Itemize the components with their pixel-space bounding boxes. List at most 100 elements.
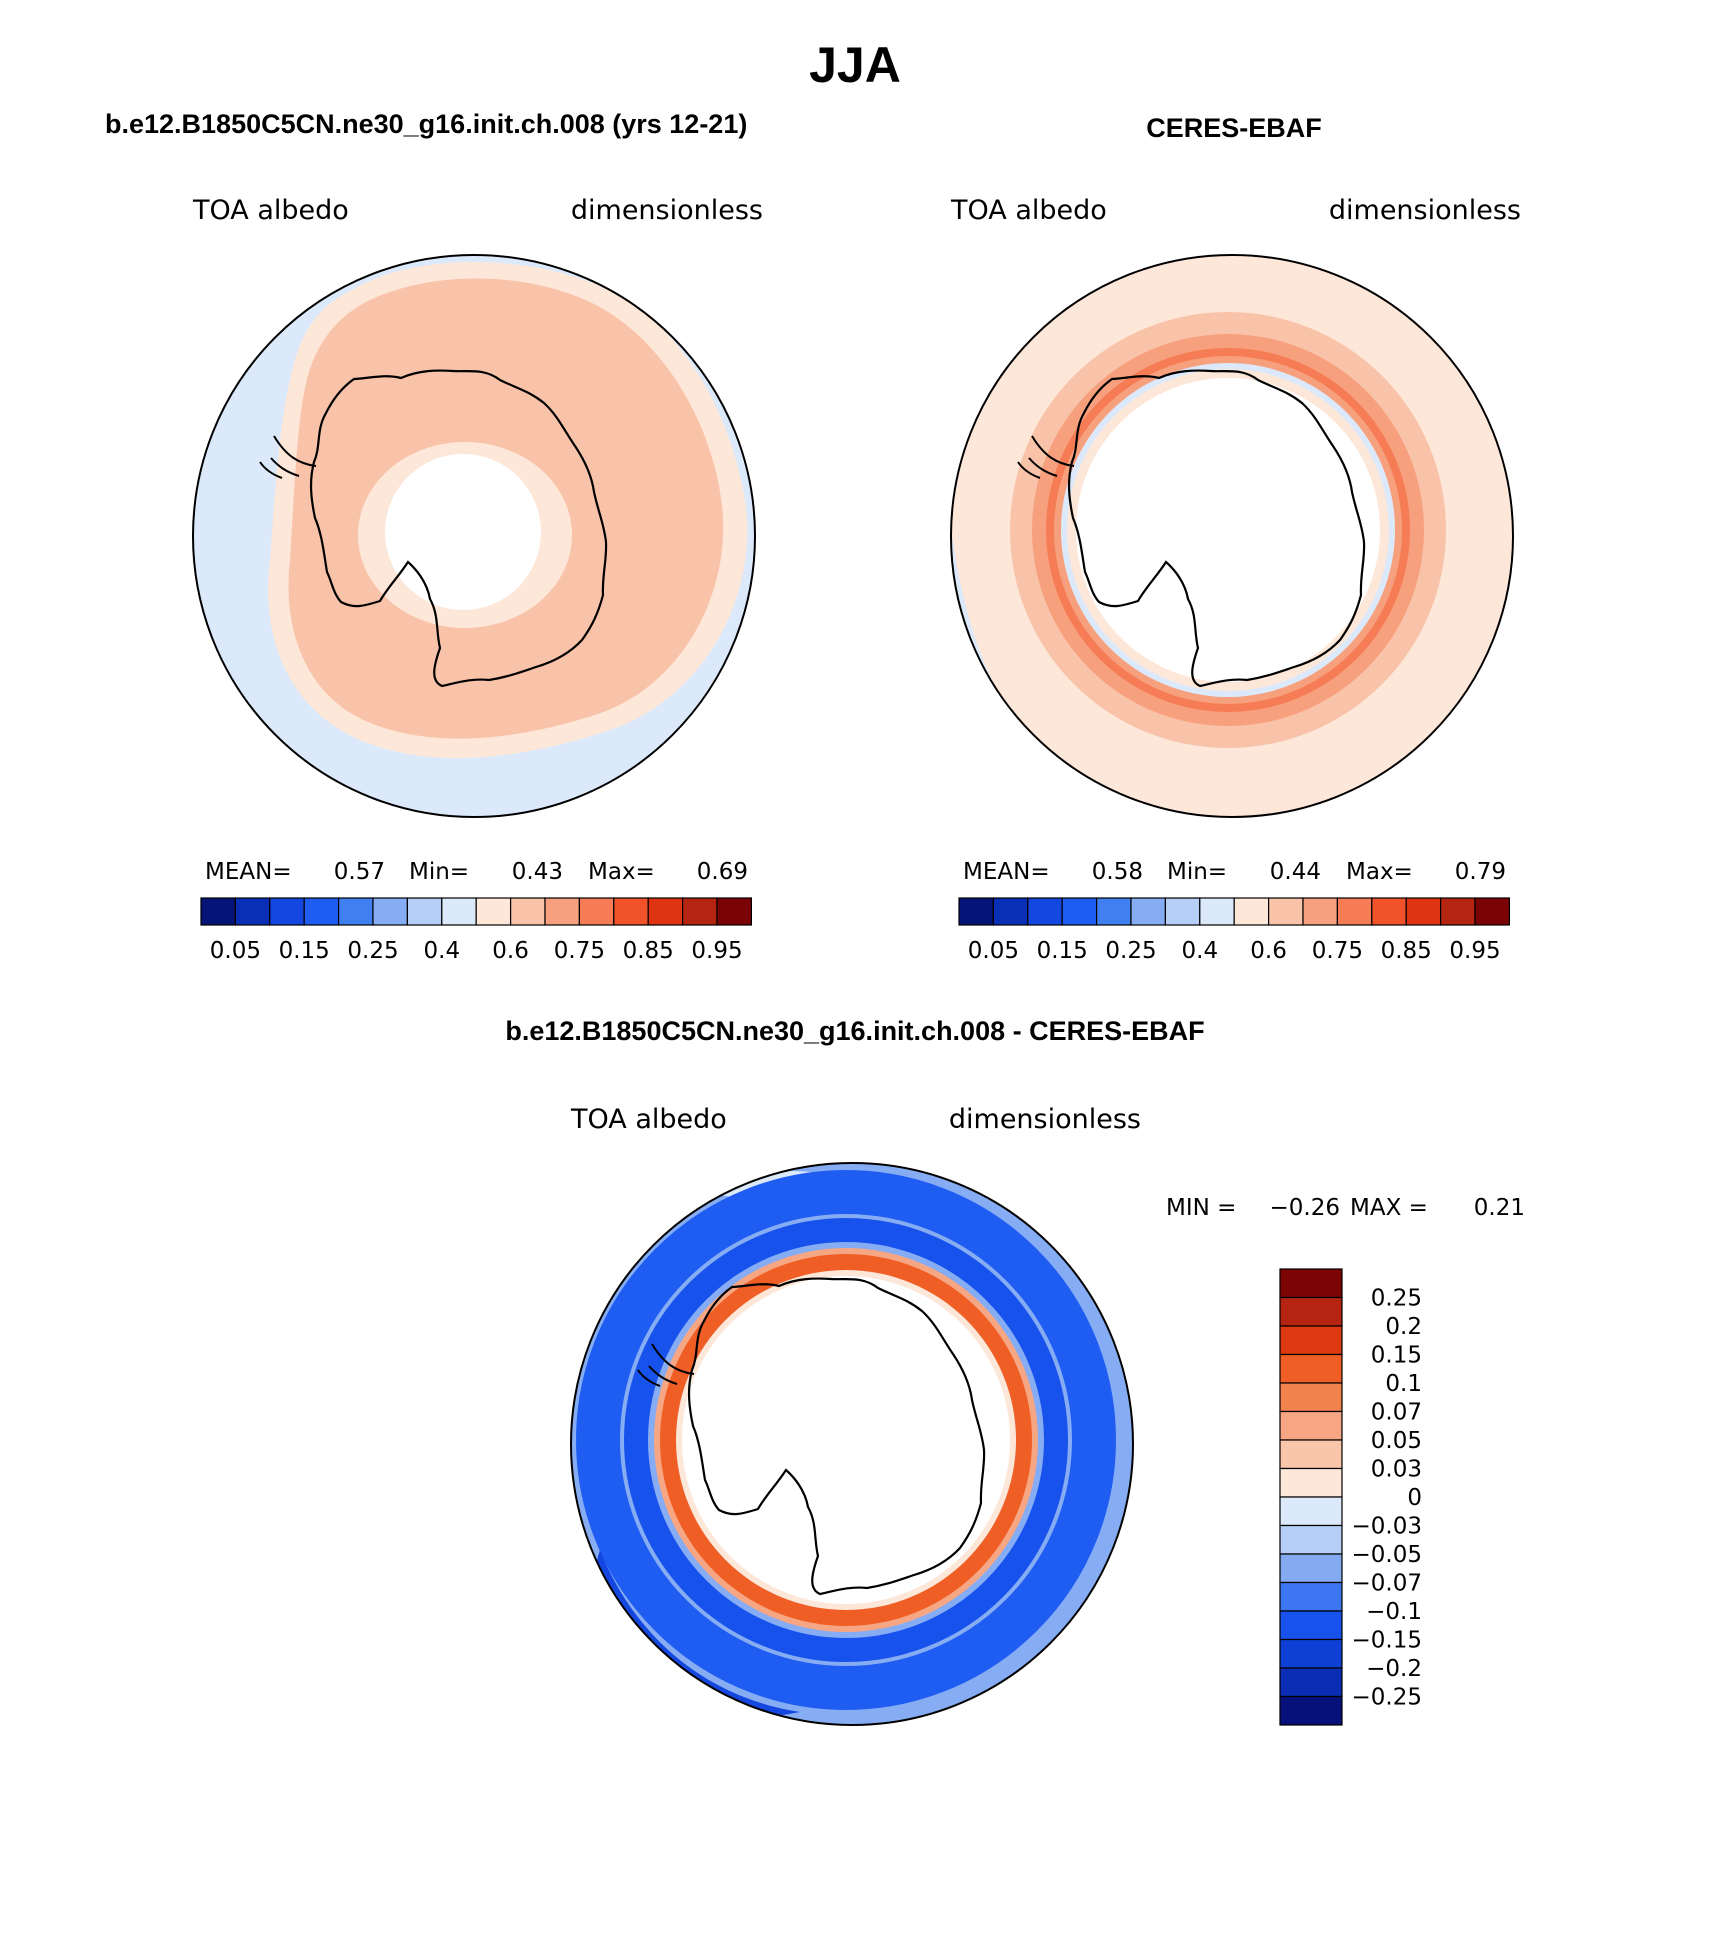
- obs-colorbar-box: [1267, 897, 1304, 926]
- diff-colorbar-box: [1279, 1496, 1343, 1527]
- obs-max-value: 0.79: [1455, 859, 1506, 885]
- model-colorbar-tick-label: 0.6: [492, 938, 529, 964]
- obs-colorbar-tick-label: 0.15: [1037, 938, 1088, 964]
- diff-colorbar-tick-label: −0.07: [1352, 1571, 1422, 1597]
- diff-colorbar-tick-label: −0.25: [1352, 1685, 1422, 1711]
- diff-colorbar-tick-label: 0.03: [1371, 1457, 1422, 1483]
- diff-colorbar-tick-label: −0.2: [1366, 1656, 1422, 1682]
- diff-colorbar-box: [1279, 1268, 1343, 1299]
- model-albedo-map: [193, 255, 755, 817]
- diff-min-label: MIN =: [1166, 1195, 1236, 1221]
- diff-colorbar-box: [1279, 1467, 1343, 1498]
- model-colorbar-box: [441, 897, 477, 926]
- model-panel: b.e12.B1850C5CN.ne30_g16.init.ch.008 (yr…: [105, 109, 763, 964]
- diff-colorbar-tick-label: −0.05: [1352, 1542, 1422, 1568]
- obs-colorbar-box: [1061, 897, 1098, 926]
- model-map-border: [192, 254, 756, 818]
- model-colorbar: 0.05 0.15 0.25 0.4 0.6 0.75 0.85 0.95: [200, 897, 753, 964]
- diff-colorbar-box: [1279, 1382, 1343, 1413]
- diff-max-value: 0.21: [1474, 1195, 1525, 1221]
- obs-albedo-map: [951, 255, 1513, 817]
- diff-colorbar-box: [1279, 1638, 1343, 1669]
- model-colorbar-box: [269, 897, 305, 926]
- obs-field-label: TOA albedo: [950, 195, 1107, 226]
- diff-colorbar-tick-label: 0.1: [1385, 1371, 1422, 1397]
- model-colorbar-tick-label: 0.05: [210, 938, 261, 964]
- obs-min-label: Min=: [1167, 859, 1227, 885]
- obs-colorbar-box: [1371, 897, 1407, 926]
- diff-colorbar-box: [1279, 1296, 1343, 1327]
- diff-colorbar-box: [1279, 1325, 1343, 1356]
- obs-mean-value: 0.58: [1092, 859, 1143, 885]
- model-colorbar-tick-label: 0.75: [554, 938, 605, 964]
- diff-min-value: −0.26: [1270, 1195, 1340, 1221]
- obs-colorbar-tick-label: 0.6: [1250, 938, 1287, 964]
- diff-colorbar-box: [1279, 1524, 1343, 1555]
- diff-albedo-map: [571, 1163, 1133, 1725]
- diff-colorbar-box: [1279, 1553, 1343, 1584]
- obs-colorbar-tick-label: 0.95: [1449, 938, 1500, 964]
- model-colorbar-tick-label: 0.4: [424, 938, 461, 964]
- diff-colorbar-tick-label: −0.15: [1352, 1628, 1422, 1654]
- diff-colorbar-box: [1279, 1581, 1343, 1612]
- model-colorbar-box: [681, 897, 718, 926]
- obs-colorbar: 0.05 0.15 0.25 0.4 0.6 0.75 0.85 0.95: [958, 897, 1511, 964]
- diff-units-label: dimensionless: [949, 1104, 1141, 1135]
- obs-map-border: [950, 254, 1514, 818]
- model-colorbar-box: [647, 897, 684, 926]
- diff-colorbar-tick-label: 0.07: [1371, 1400, 1422, 1426]
- model-colorbar-box: [200, 897, 237, 926]
- map-missing-interior: [682, 1276, 1010, 1604]
- diff-colorbar-tick-label: 0.2: [1385, 1314, 1422, 1340]
- model-colorbar-box: [234, 897, 271, 926]
- obs-colorbar-box: [1027, 897, 1063, 926]
- diff-colorbar-tick-label: 0.05: [1371, 1428, 1422, 1454]
- map-missing-interior: [1076, 378, 1380, 682]
- obs-colorbar-box: [958, 897, 995, 926]
- map-band-mid: [624, 1218, 1068, 1662]
- model-field-label: TOA albedo: [192, 195, 349, 226]
- obs-colorbar-box: [1302, 897, 1339, 926]
- diff-max-label: MAX =: [1350, 1195, 1428, 1221]
- diff-panel-title: b.e12.B1850C5CN.ne30_g16.init.ch.008 - C…: [505, 1016, 1204, 1046]
- diff-colorbar-box: [1279, 1695, 1343, 1726]
- obs-mean-label: MEAN=: [963, 859, 1050, 885]
- obs-colorbar-tick-label: 0.25: [1105, 938, 1156, 964]
- diff-colorbar-box: [1279, 1667, 1343, 1698]
- diff-colorbar-box: [1279, 1439, 1343, 1470]
- model-colorbar-tick-label: 0.25: [347, 938, 398, 964]
- obs-colorbar-box: [1474, 897, 1511, 926]
- obs-colorbar-tick-label: 0.4: [1182, 938, 1219, 964]
- diff-colorbar: 0.250.2 0.150.1 0.070.05 0.030 −0.03−0.05 −0.…: [1279, 1268, 1422, 1726]
- diff-colorbar-tick-label: −0.1: [1366, 1599, 1422, 1625]
- model-units-label: dimensionless: [571, 195, 763, 226]
- model-max-label: Max=: [588, 859, 655, 885]
- obs-colorbar-box: [1336, 897, 1373, 926]
- diff-colorbar-tick-label: −0.03: [1352, 1514, 1422, 1540]
- model-min-value: 0.43: [512, 859, 563, 885]
- obs-colorbar-tick-label: 0.85: [1381, 938, 1432, 964]
- obs-colorbar-tick-label: 0.75: [1312, 938, 1363, 964]
- obs-colorbar-box: [1164, 897, 1201, 926]
- model-colorbar-box: [510, 897, 546, 926]
- obs-min-value: 0.44: [1270, 859, 1321, 885]
- model-colorbar-tick-label: 0.15: [279, 938, 330, 964]
- obs-colorbar-box: [1130, 897, 1167, 926]
- obs-panel-title: CERES-EBAF: [1146, 113, 1322, 143]
- model-colorbar-box: [372, 897, 409, 926]
- model-panel-title: b.e12.B1850C5CN.ne30_g16.init.ch.008 (yr…: [105, 109, 747, 139]
- obs-max-label: Max=: [1346, 859, 1413, 885]
- model-colorbar-tick-label: 0.95: [691, 938, 742, 964]
- diff-panel: b.e12.B1850C5CN.ne30_g16.init.ch.008 - C…: [505, 1016, 1525, 1726]
- model-colorbar-box: [716, 897, 753, 926]
- model-colorbar-box: [338, 897, 374, 926]
- obs-colorbar-tick-label: 0.05: [968, 938, 1019, 964]
- obs-colorbar-box: [1439, 897, 1476, 926]
- main-title: JJA: [809, 37, 901, 93]
- model-colorbar-box: [303, 897, 340, 926]
- obs-units-label: dimensionless: [1329, 195, 1521, 226]
- obs-panel: CERES-EBAF TOA albedo dimensionless MEAN…: [950, 113, 1521, 964]
- model-colorbar-box: [475, 897, 512, 926]
- diff-colorbar-box: [1279, 1610, 1343, 1641]
